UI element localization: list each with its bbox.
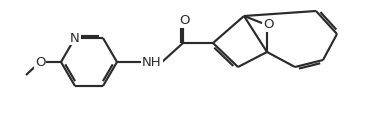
Text: O: O xyxy=(263,18,273,31)
Text: NH: NH xyxy=(142,55,162,68)
Text: N: N xyxy=(70,31,80,44)
Text: O: O xyxy=(35,55,45,68)
Text: O: O xyxy=(180,15,190,27)
